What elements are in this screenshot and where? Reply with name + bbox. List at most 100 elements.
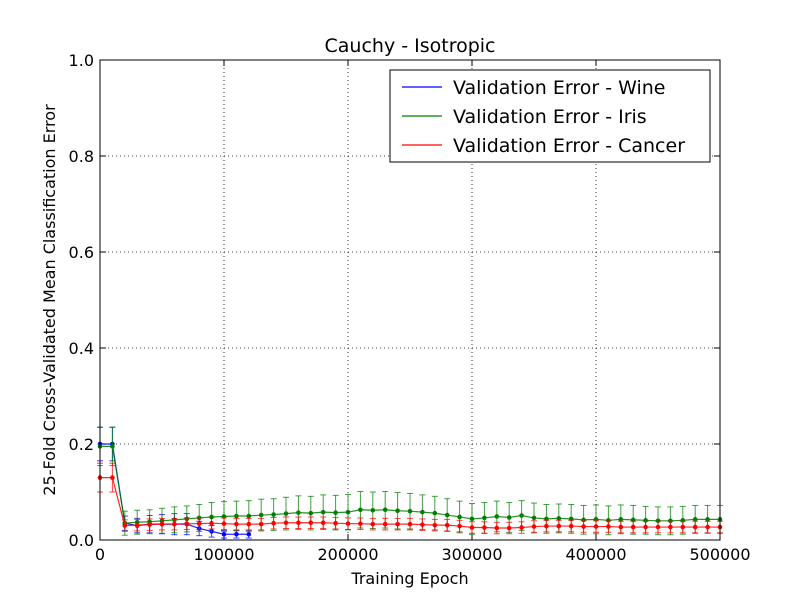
x-tick-label: 300000	[441, 545, 502, 564]
data-point	[457, 523, 462, 529]
data-point	[407, 521, 413, 527]
x-tick-label: 0	[95, 545, 105, 564]
data-point	[308, 510, 314, 516]
data-point	[345, 521, 351, 526]
data-point	[333, 510, 338, 515]
y-axis-label: 25-Fold Cross-Validated Mean Classificat…	[40, 104, 59, 496]
legend-box	[389, 69, 711, 163]
data-point	[209, 520, 214, 526]
data-point	[234, 531, 239, 537]
data-point	[494, 525, 500, 531]
y-tick-label: 0.2	[69, 435, 94, 454]
tick-layer: 0 100000 200000 300000 400000 500000 0.0 0.2 0.4…	[69, 51, 751, 564]
x-tick-label: 100000	[193, 545, 254, 564]
data-point	[308, 520, 314, 526]
data-point	[246, 513, 252, 519]
data-point	[221, 531, 227, 537]
legend-entry-label: Validation Error - Cancer	[453, 135, 685, 157]
data-point	[444, 522, 450, 528]
data-point	[531, 515, 537, 521]
data-point	[258, 521, 264, 527]
data-point	[432, 522, 438, 528]
y-tick-label: 0.6	[69, 243, 94, 262]
data-point	[692, 517, 698, 522]
data-point	[469, 525, 475, 530]
data-point	[506, 525, 512, 531]
data-point	[271, 512, 276, 517]
data-point	[568, 523, 574, 529]
data-point	[444, 512, 450, 518]
data-point	[196, 521, 202, 526]
data-point	[345, 509, 351, 515]
data-point	[122, 523, 128, 528]
data-point	[172, 521, 177, 527]
y-tick-label: 0.0	[69, 531, 94, 550]
data-point	[420, 509, 425, 515]
data-point	[159, 521, 165, 527]
data-point	[482, 525, 487, 530]
data-point	[643, 524, 648, 530]
data-point	[221, 521, 227, 526]
data-point	[630, 524, 636, 530]
data-point	[655, 524, 661, 530]
data-point	[110, 444, 115, 449]
data-point	[506, 515, 512, 520]
data-point	[283, 511, 289, 516]
data-point	[705, 517, 710, 522]
data-point	[432, 510, 438, 516]
data-point	[110, 475, 115, 480]
data-point	[668, 524, 673, 530]
data-point	[134, 522, 140, 528]
data-point	[358, 507, 363, 513]
data-point	[519, 513, 524, 518]
chart-title: Cauchy - Isotropic	[325, 35, 496, 57]
data-point	[395, 521, 400, 527]
data-point	[618, 517, 624, 522]
legend-entry-label: Validation Error - Iris	[453, 106, 647, 128]
data-point	[556, 516, 562, 521]
data-point	[184, 521, 190, 526]
data-point	[296, 520, 301, 526]
data-point	[420, 522, 425, 527]
data-point	[457, 514, 462, 520]
data-point	[234, 521, 239, 527]
data-point	[705, 524, 710, 530]
data-point	[618, 524, 624, 530]
data-point	[395, 508, 400, 514]
data-point	[382, 521, 388, 527]
data-point	[234, 513, 239, 519]
data-point	[407, 508, 413, 514]
data-point	[531, 524, 537, 529]
data-point	[469, 516, 475, 522]
data-point	[258, 512, 264, 518]
x-axis-label: Training Epoch	[350, 569, 468, 588]
legend-entry-label: Validation Error - Wine	[453, 77, 666, 99]
y-tick-label: 0.8	[69, 147, 94, 166]
plot-area-frame	[99, 59, 721, 541]
x-tick-label: 500000	[689, 545, 750, 564]
data-point	[147, 522, 152, 527]
data-point	[283, 520, 289, 526]
data-point	[494, 514, 500, 519]
series-layer	[97, 426, 723, 539]
data-point	[382, 507, 388, 513]
data-point	[692, 524, 698, 530]
data-point	[482, 515, 487, 521]
data-point	[246, 531, 252, 537]
y-tick-label: 1.0	[69, 51, 94, 70]
data-point	[370, 507, 376, 513]
data-point	[544, 523, 549, 529]
data-point	[320, 509, 326, 515]
y-tick-label: 0.4	[69, 339, 94, 358]
data-point	[246, 521, 252, 527]
data-point	[320, 520, 326, 526]
data-point	[556, 523, 562, 529]
data-point	[680, 524, 686, 530]
data-point	[370, 521, 376, 527]
data-point	[593, 524, 599, 529]
data-point	[519, 525, 524, 530]
x-tick-label: 400000	[565, 545, 626, 564]
data-point	[271, 520, 276, 526]
x-tick-label: 200000	[317, 545, 378, 564]
